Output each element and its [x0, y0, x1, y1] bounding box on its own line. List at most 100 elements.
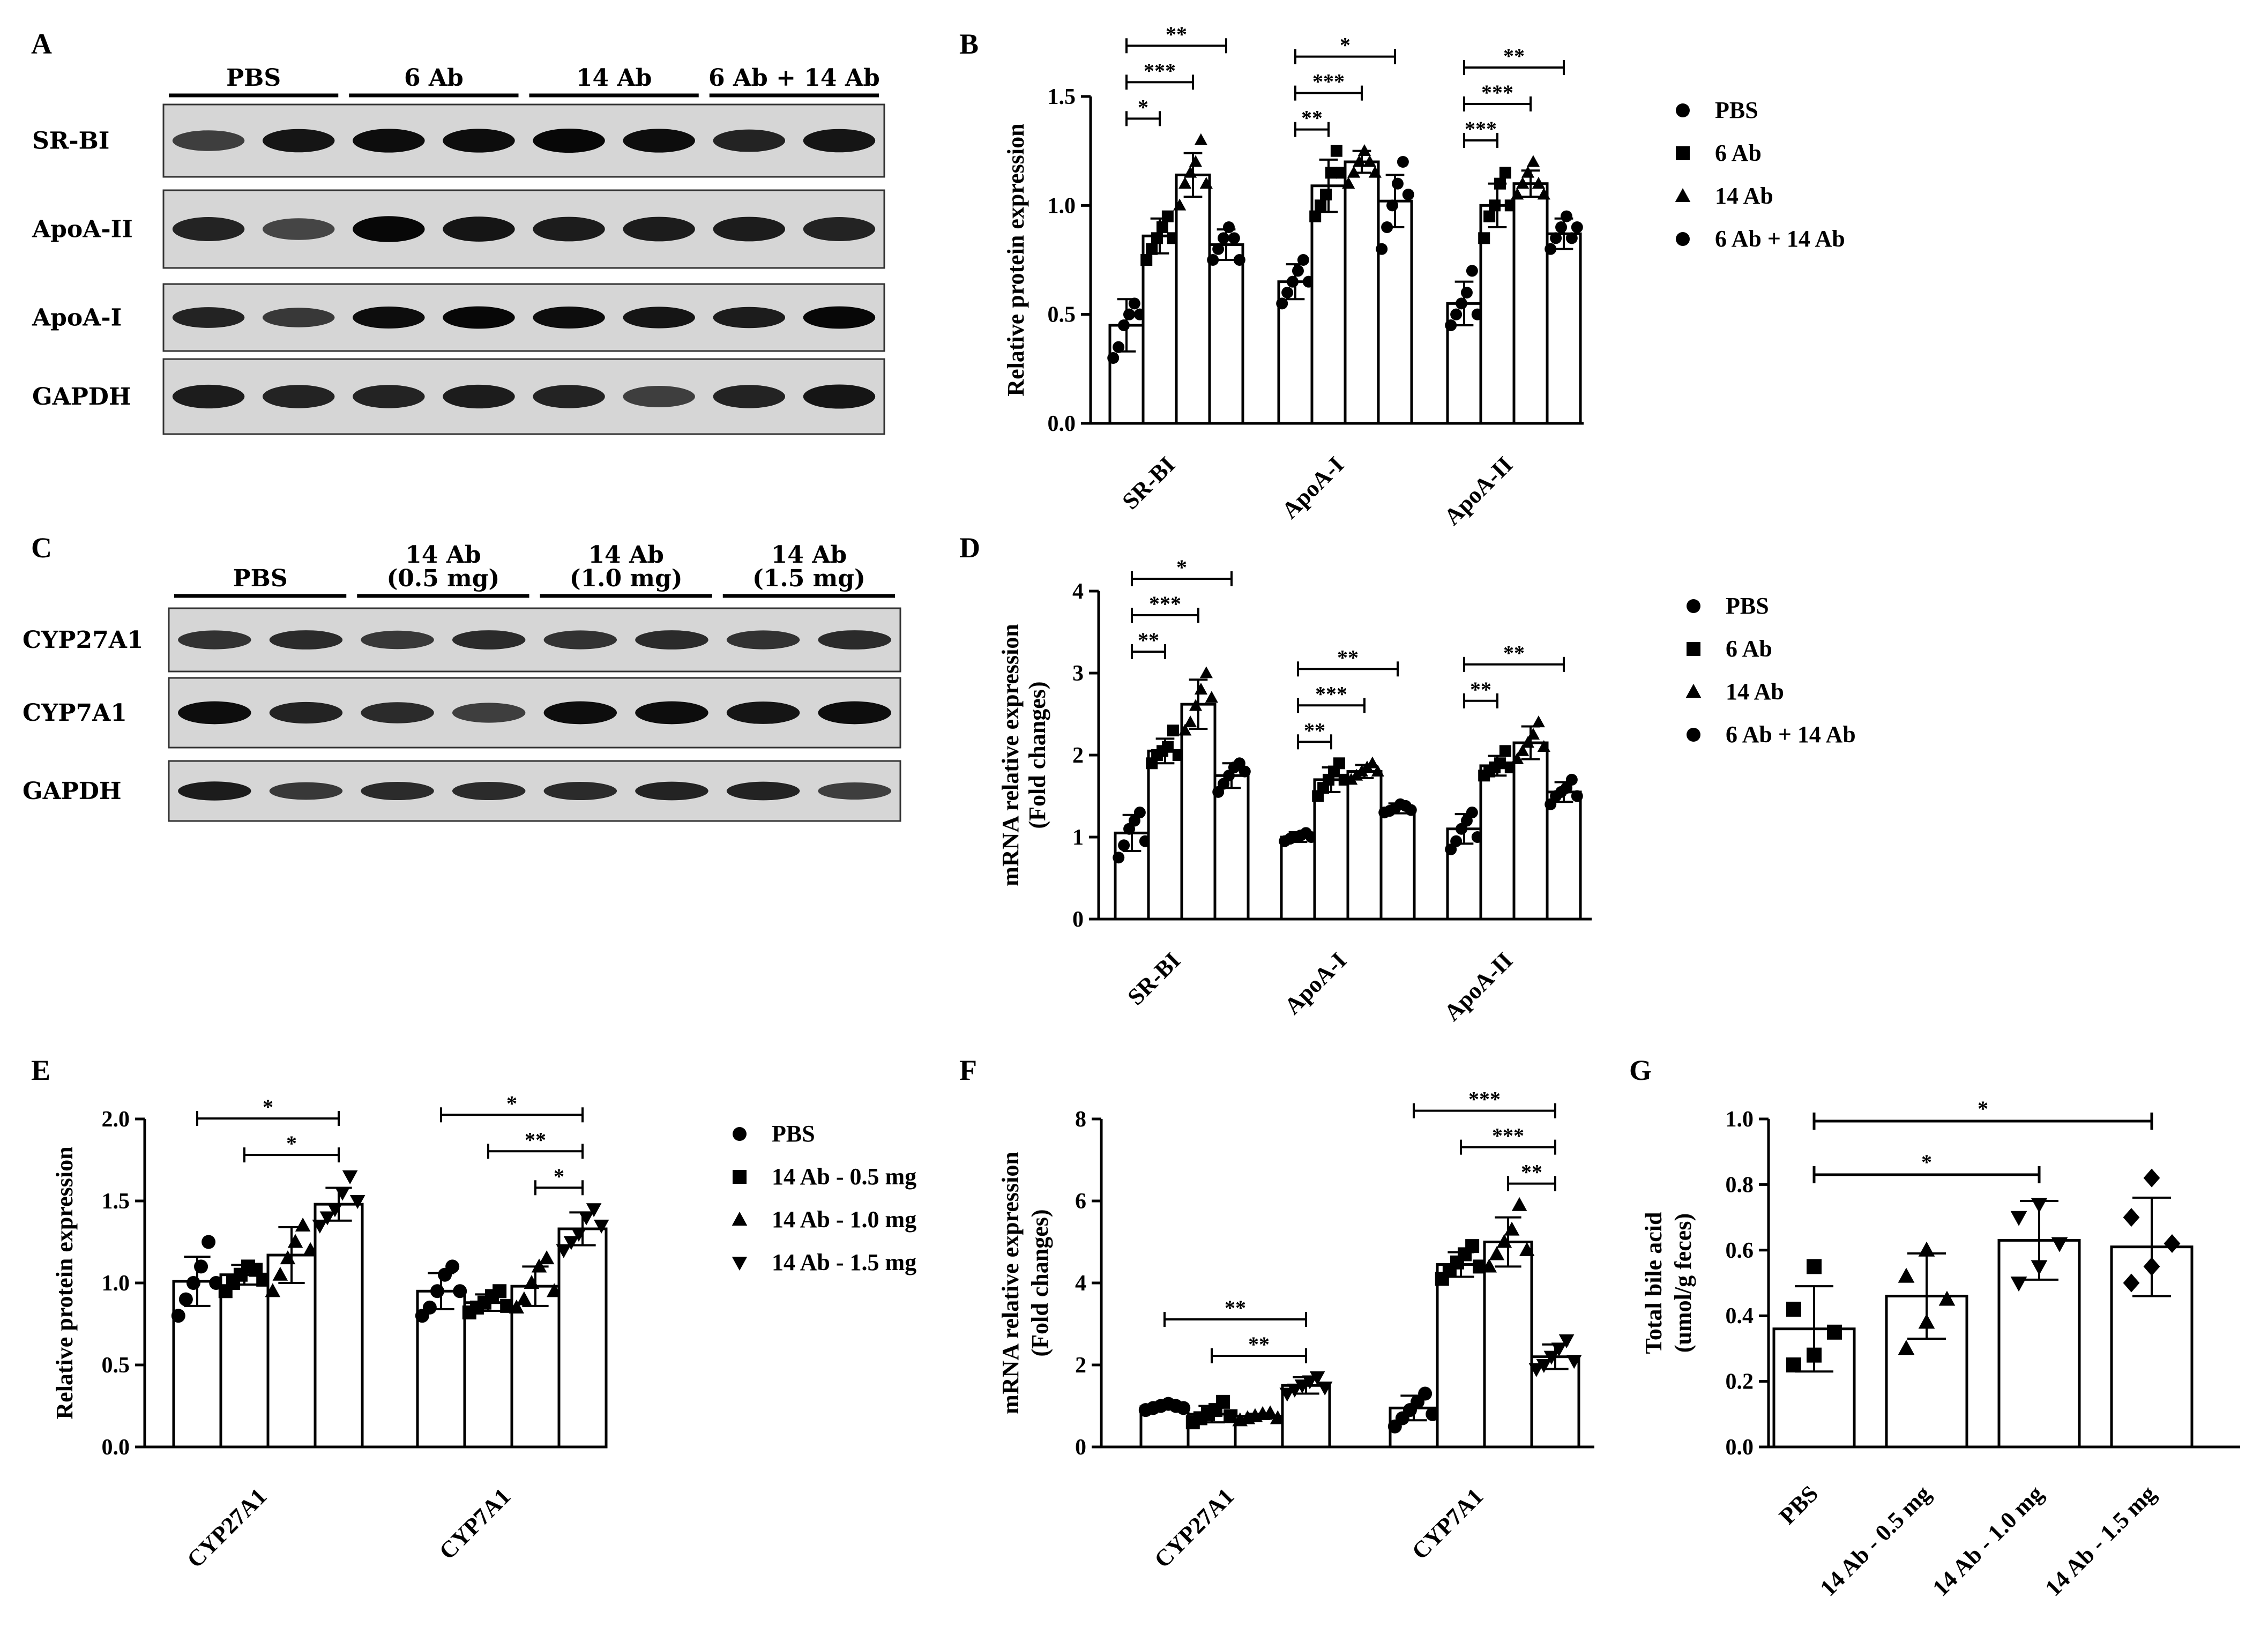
legend-label: 14 Ab - 0.5 mg: [772, 1163, 916, 1190]
x-tick-label: ApoA-I: [1277, 451, 1349, 524]
bar: [1175, 173, 1211, 425]
bar: [463, 1301, 513, 1449]
data-point: [1402, 189, 1414, 200]
bar: [314, 1203, 364, 1449]
bar: [1180, 703, 1217, 921]
data-point: [1405, 804, 1417, 816]
data-point: [578, 1211, 594, 1226]
x-tick-label: ApoA-II: [1439, 451, 1518, 530]
data-point: [1156, 221, 1168, 233]
legend-marker: [1676, 103, 1690, 117]
blot-band: [269, 701, 343, 724]
data-point: [1176, 1401, 1191, 1415]
data-point: [178, 1292, 193, 1307]
chart-F: 0 2 4 6 8 mRNA relative expression (Fold chang…: [997, 1087, 1594, 1573]
blot-band: [443, 129, 515, 153]
data-point: [1320, 189, 1332, 200]
bar: [1436, 1263, 1486, 1449]
data-point: [1128, 297, 1140, 310]
legend-marker: [1687, 642, 1700, 656]
blot-band: [623, 217, 695, 242]
significance-label: *: [263, 1095, 273, 1119]
bar: [1483, 1241, 1533, 1449]
data-point: [1489, 1246, 1505, 1260]
bar: [1346, 770, 1383, 921]
data-point: [1827, 1324, 1842, 1340]
y-tick-label: 6: [1075, 1189, 1086, 1214]
significance-label: **: [1337, 645, 1359, 669]
y-tick-label: 2.0: [102, 1107, 130, 1132]
blot-group-label: PBS: [226, 64, 281, 92]
x-tick-label: CYP27A1: [1149, 1483, 1239, 1573]
bar: [1512, 741, 1549, 921]
data-point: [1478, 232, 1490, 244]
blot-band: [713, 385, 786, 408]
blot-band: [361, 702, 434, 723]
blot-group-label: (1.0 mg): [570, 565, 683, 592]
data-point: [1222, 221, 1235, 233]
data-point: [1333, 757, 1345, 770]
blot-band: [818, 782, 891, 800]
y-tick-label: 0.0: [1048, 412, 1076, 436]
legend-marker: [733, 1127, 747, 1141]
blot-band: [452, 781, 526, 801]
data-point: [1526, 728, 1540, 740]
data-point: [1376, 243, 1388, 255]
data-point: [453, 1284, 467, 1298]
data-point: [1363, 155, 1376, 167]
blot-row-label: ApoA-II: [32, 216, 133, 243]
blot-band: [262, 308, 335, 327]
blot-band: [623, 385, 695, 408]
data-point: [1279, 1387, 1295, 1402]
data-point: [1161, 741, 1174, 753]
y-tick-label: 0.6: [1726, 1238, 1754, 1263]
data-point: [516, 1291, 532, 1305]
data-point: [1450, 308, 1463, 320]
data-point: [593, 1219, 609, 1234]
data-point: [1386, 199, 1399, 212]
y-tick-label: 0.4: [1726, 1304, 1754, 1329]
significance-label: ***: [1468, 1087, 1501, 1111]
data-point: [1397, 156, 1409, 168]
chart-D: 0 1 2 3 4 mRNA relative expression (Fold chang…: [997, 555, 1856, 1026]
data-point: [1499, 745, 1511, 757]
data-point: [1118, 839, 1130, 852]
blot-band: [818, 701, 891, 725]
x-tick-label: PBS: [1774, 1480, 1823, 1529]
data-point: [1519, 1242, 1535, 1256]
blot-row-label: GAPDH: [23, 778, 122, 805]
x-tick-label: CYP7A1: [434, 1483, 516, 1564]
significance-label: ***: [1144, 58, 1176, 83]
data-point: [1526, 155, 1540, 167]
data-point: [422, 1300, 437, 1315]
data-point: [1292, 265, 1304, 277]
legend-marker: [1675, 188, 1691, 203]
data-point: [265, 1283, 281, 1297]
data-point: [1550, 232, 1562, 244]
blot-band: [543, 630, 617, 650]
x-tick-label: CYP27A1: [182, 1483, 272, 1573]
blot-band: [353, 307, 425, 329]
y-tick-label: 1: [1072, 825, 1084, 850]
blot-band: [443, 384, 515, 409]
y-tick-label: 1.0: [102, 1271, 130, 1296]
bar: [1344, 160, 1380, 425]
data-point: [2051, 1237, 2068, 1252]
data-point: [1161, 210, 1174, 222]
legend-marker: [733, 1170, 747, 1184]
bar: [1280, 835, 1316, 921]
blot-band: [262, 218, 335, 240]
data-point: [2123, 1273, 2140, 1293]
data-point: [1466, 807, 1478, 819]
blot-group-label: 14 Ab: [405, 541, 481, 569]
y-tick-label: 1.0: [1048, 193, 1076, 218]
y-axis-title-2: (umol/g feces): [1670, 1213, 1696, 1353]
data-point: [1460, 287, 1473, 298]
blot-band: [803, 306, 876, 329]
data-point: [2163, 1234, 2181, 1253]
data-point: [1511, 1197, 1527, 1211]
data-point: [524, 1275, 540, 1289]
data-point: [1537, 740, 1550, 752]
legend-marker: [1685, 684, 1702, 698]
legend-marker: [1676, 232, 1690, 246]
